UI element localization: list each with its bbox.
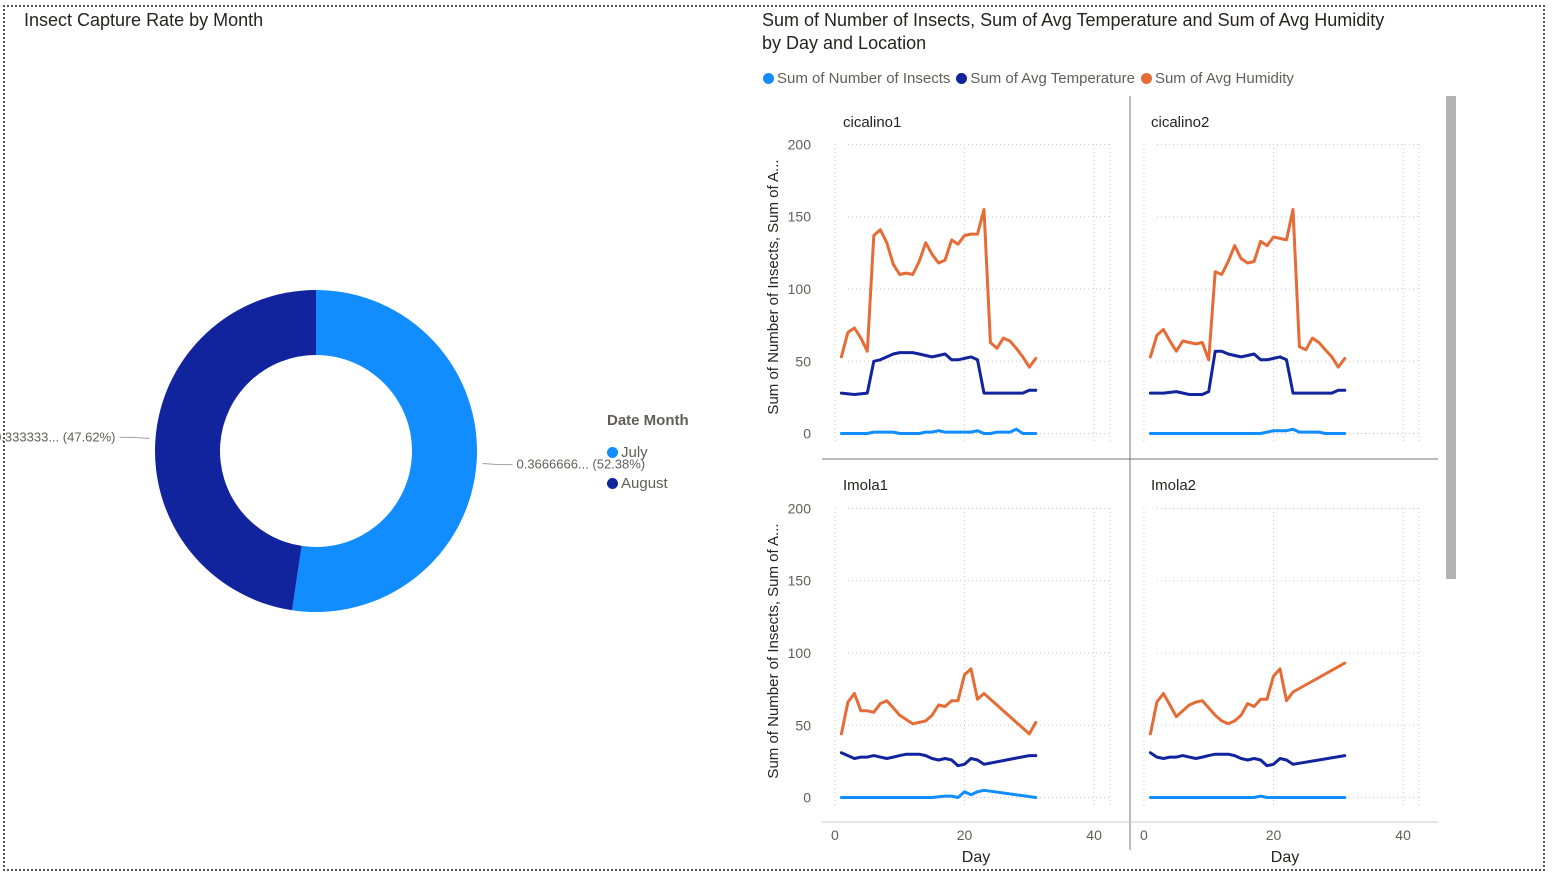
series-line-imola2-humidity[interactable]	[1148, 661, 1347, 736]
donut-legend-title: Date Month	[607, 412, 689, 429]
x-axis-title: Day	[1271, 849, 1299, 866]
legend-item-humidity[interactable]: Sum of Avg Humidity	[1140, 70, 1294, 87]
y-tick-label: 150	[788, 209, 812, 225]
x-tick-label: 40	[1395, 827, 1411, 843]
x-tick-label: 0	[831, 827, 839, 843]
x-axis-title: Day	[962, 849, 990, 866]
y-tick-label: 0	[803, 790, 811, 806]
insects-legend-label: Sum of Number of Insects	[777, 70, 951, 87]
panel-title-cicalino1: cicalino1	[843, 114, 901, 131]
donut-title: Insect Capture Rate by Month	[24, 10, 264, 30]
donut-legend-item-august[interactable]: August	[607, 468, 689, 499]
panel-title-cicalino2: cicalino2	[1151, 114, 1209, 131]
report-canvas-border	[3, 5, 1545, 871]
y-tick-label: 200	[788, 500, 812, 516]
series-line-imola2-temperature[interactable]	[1148, 751, 1347, 768]
y-tick-label: 200	[788, 136, 812, 152]
donut-chart[interactable]: 0.3666666... (52.38%) 0.333333... (47.62%…	[0, 0, 740, 876]
x-tick-label: 40	[1086, 827, 1102, 843]
july-legend-label: July	[621, 444, 648, 461]
series-line-cicalino1-temperature[interactable]	[839, 351, 1038, 396]
august-legend-dot	[607, 478, 618, 489]
panel-title-imola1: Imola1	[843, 477, 888, 494]
y-tick-label: 100	[788, 645, 812, 661]
x-tick-label: 20	[1266, 827, 1282, 843]
series-line-imola1-temperature[interactable]	[839, 751, 1038, 768]
y-axis-title: Sum of Number of Insects, Sum of A...	[765, 159, 782, 414]
series-line-cicalino1-humidity[interactable]	[839, 208, 1038, 369]
y-axis-title: Sum of Number of Insects, Sum of A...	[765, 523, 782, 778]
y-tick-label: 50	[795, 717, 811, 733]
donut-legend-item-july[interactable]: July	[607, 437, 689, 468]
series-line-cicalino2-temperature[interactable]	[1148, 349, 1347, 396]
lines-legend: Sum of Number of Insects Sum of Avg Temp…	[763, 70, 1300, 87]
series-line-imola2-insects[interactable]	[1148, 794, 1347, 799]
donut-leader-july	[482, 462, 513, 466]
legend-item-temperature[interactable]: Sum of Avg Temperature	[956, 70, 1135, 87]
lines-title-line-2: by Day and Location	[762, 33, 927, 53]
donut-slice-july[interactable]	[292, 290, 478, 612]
x-tick-label: 20	[957, 827, 973, 843]
insects-legend-dot	[763, 73, 774, 84]
august-legend-label: August	[621, 475, 668, 492]
x-tick-label: 0	[1140, 827, 1148, 843]
lines-title-line-1: Sum of Number of Insects, Sum of Avg Tem…	[762, 10, 1385, 30]
series-line-cicalino2-insects[interactable]	[1148, 427, 1347, 435]
series-line-cicalino2-humidity[interactable]	[1148, 208, 1347, 369]
y-tick-label: 0	[803, 426, 811, 442]
y-tick-label: 100	[788, 281, 812, 297]
series-line-cicalino1-insects[interactable]	[839, 427, 1038, 435]
legend-item-insects[interactable]: Sum of Number of Insects	[763, 70, 950, 87]
y-tick-label: 50	[795, 353, 811, 369]
panel-title-imola2: Imola2	[1151, 477, 1196, 494]
humidity-legend-dot	[1140, 73, 1152, 84]
temperature-legend-dot	[956, 73, 968, 84]
series-line-imola1-insects[interactable]	[839, 788, 1038, 799]
temperature-legend-label: Sum of Avg Temperature	[970, 70, 1135, 87]
donut-slice-august[interactable]	[155, 290, 316, 611]
donut-legend: Date Month July August	[607, 412, 689, 499]
humidity-legend-label: Sum of Avg Humidity	[1154, 70, 1294, 87]
donut-data-label-july: 0.3666666... (52.38%)	[516, 457, 645, 472]
donut-leader-august	[119, 436, 150, 440]
y-tick-label: 150	[788, 573, 812, 589]
vertical-scrollbar[interactable]	[1446, 96, 1456, 579]
donut-data-label-august: 0.333333... (47.62%)	[0, 429, 116, 444]
july-legend-dot	[607, 447, 618, 458]
series-line-imola1-humidity[interactable]	[839, 667, 1038, 736]
